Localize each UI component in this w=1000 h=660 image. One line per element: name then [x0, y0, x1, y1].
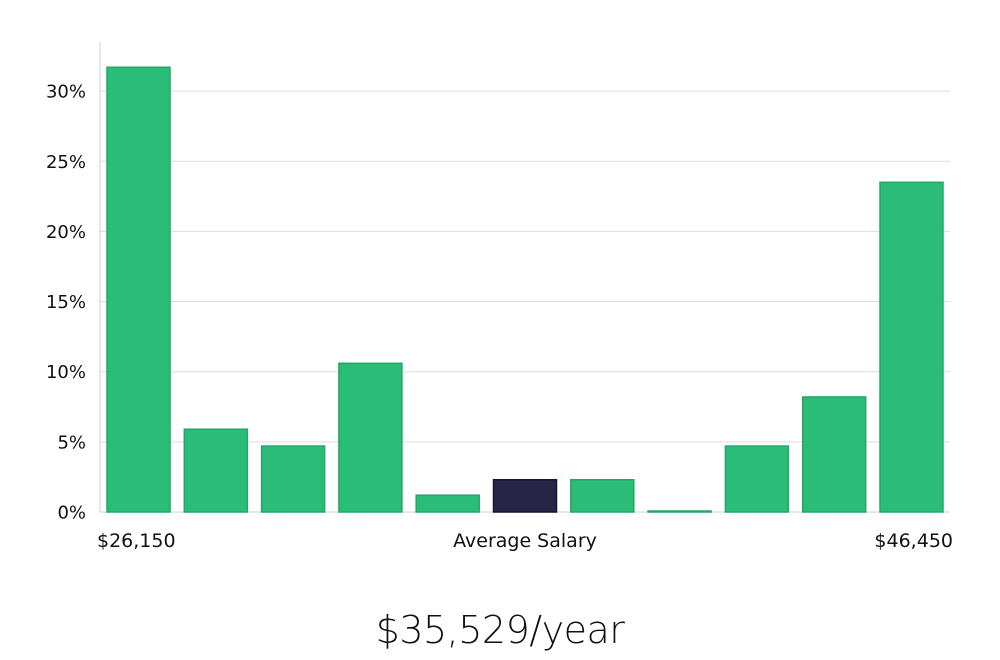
- bar: [570, 478, 635, 513]
- x-center-label: Average Salary: [453, 530, 597, 552]
- y-tick-label: 30%: [46, 82, 86, 103]
- y-tick-label: 15%: [46, 292, 86, 313]
- x-max-label: $46,450: [874, 530, 953, 552]
- bar: [879, 181, 944, 513]
- y-tick-label: 5%: [57, 432, 86, 453]
- bar: [724, 445, 790, 513]
- y-tick-label: 0%: [57, 503, 86, 524]
- bar: [647, 510, 712, 513]
- x-min-label: $26,150: [97, 530, 176, 552]
- bar: [260, 445, 326, 513]
- average-salary-value: $35,529/year: [375, 608, 625, 652]
- bar: [106, 66, 171, 513]
- y-tick-label: 20%: [46, 222, 86, 243]
- y-tick-label: 10%: [46, 362, 86, 383]
- bar: [415, 494, 480, 513]
- bar-average-salary: [492, 478, 558, 513]
- bar: [801, 396, 867, 513]
- bar: [183, 428, 249, 513]
- y-axis-ticks: 0% 5% 10% 15% 20% 25% 30%: [46, 82, 86, 524]
- y-tick-label: 25%: [46, 152, 86, 173]
- bars: [106, 66, 944, 513]
- bar: [338, 362, 403, 513]
